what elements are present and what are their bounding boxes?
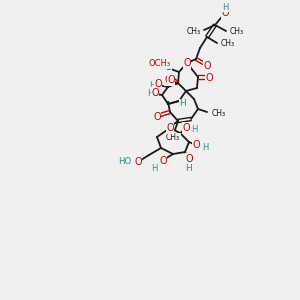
Text: H: H (191, 124, 197, 134)
Text: H: H (202, 142, 208, 152)
Text: H: H (222, 2, 228, 11)
Text: CH₃: CH₃ (166, 133, 180, 142)
Text: HO: HO (118, 157, 131, 166)
Text: O: O (203, 61, 211, 71)
Text: H: H (151, 164, 157, 173)
Text: O: O (154, 79, 162, 89)
Text: O: O (183, 58, 191, 68)
Text: CH₃: CH₃ (230, 28, 244, 37)
Text: O: O (166, 123, 174, 133)
Text: CH₃: CH₃ (212, 109, 226, 118)
Text: O: O (182, 123, 190, 133)
Text: O: O (159, 156, 167, 166)
Text: O: O (221, 8, 229, 18)
Text: H: H (184, 164, 191, 173)
Text: H: H (147, 89, 153, 98)
Text: CH₃: CH₃ (187, 26, 201, 35)
Text: OCH₃: OCH₃ (149, 59, 171, 68)
Text: H: H (149, 80, 155, 89)
Text: CH₃: CH₃ (221, 40, 235, 49)
Text: O: O (185, 154, 193, 164)
Text: O: O (151, 88, 159, 98)
Text: O: O (164, 62, 172, 72)
Text: O: O (153, 112, 161, 122)
Text: O: O (192, 140, 200, 150)
Text: O: O (205, 73, 213, 83)
Text: O: O (167, 75, 175, 85)
Text: H: H (180, 100, 186, 109)
Text: O: O (134, 157, 142, 167)
Text: O: O (164, 75, 172, 85)
